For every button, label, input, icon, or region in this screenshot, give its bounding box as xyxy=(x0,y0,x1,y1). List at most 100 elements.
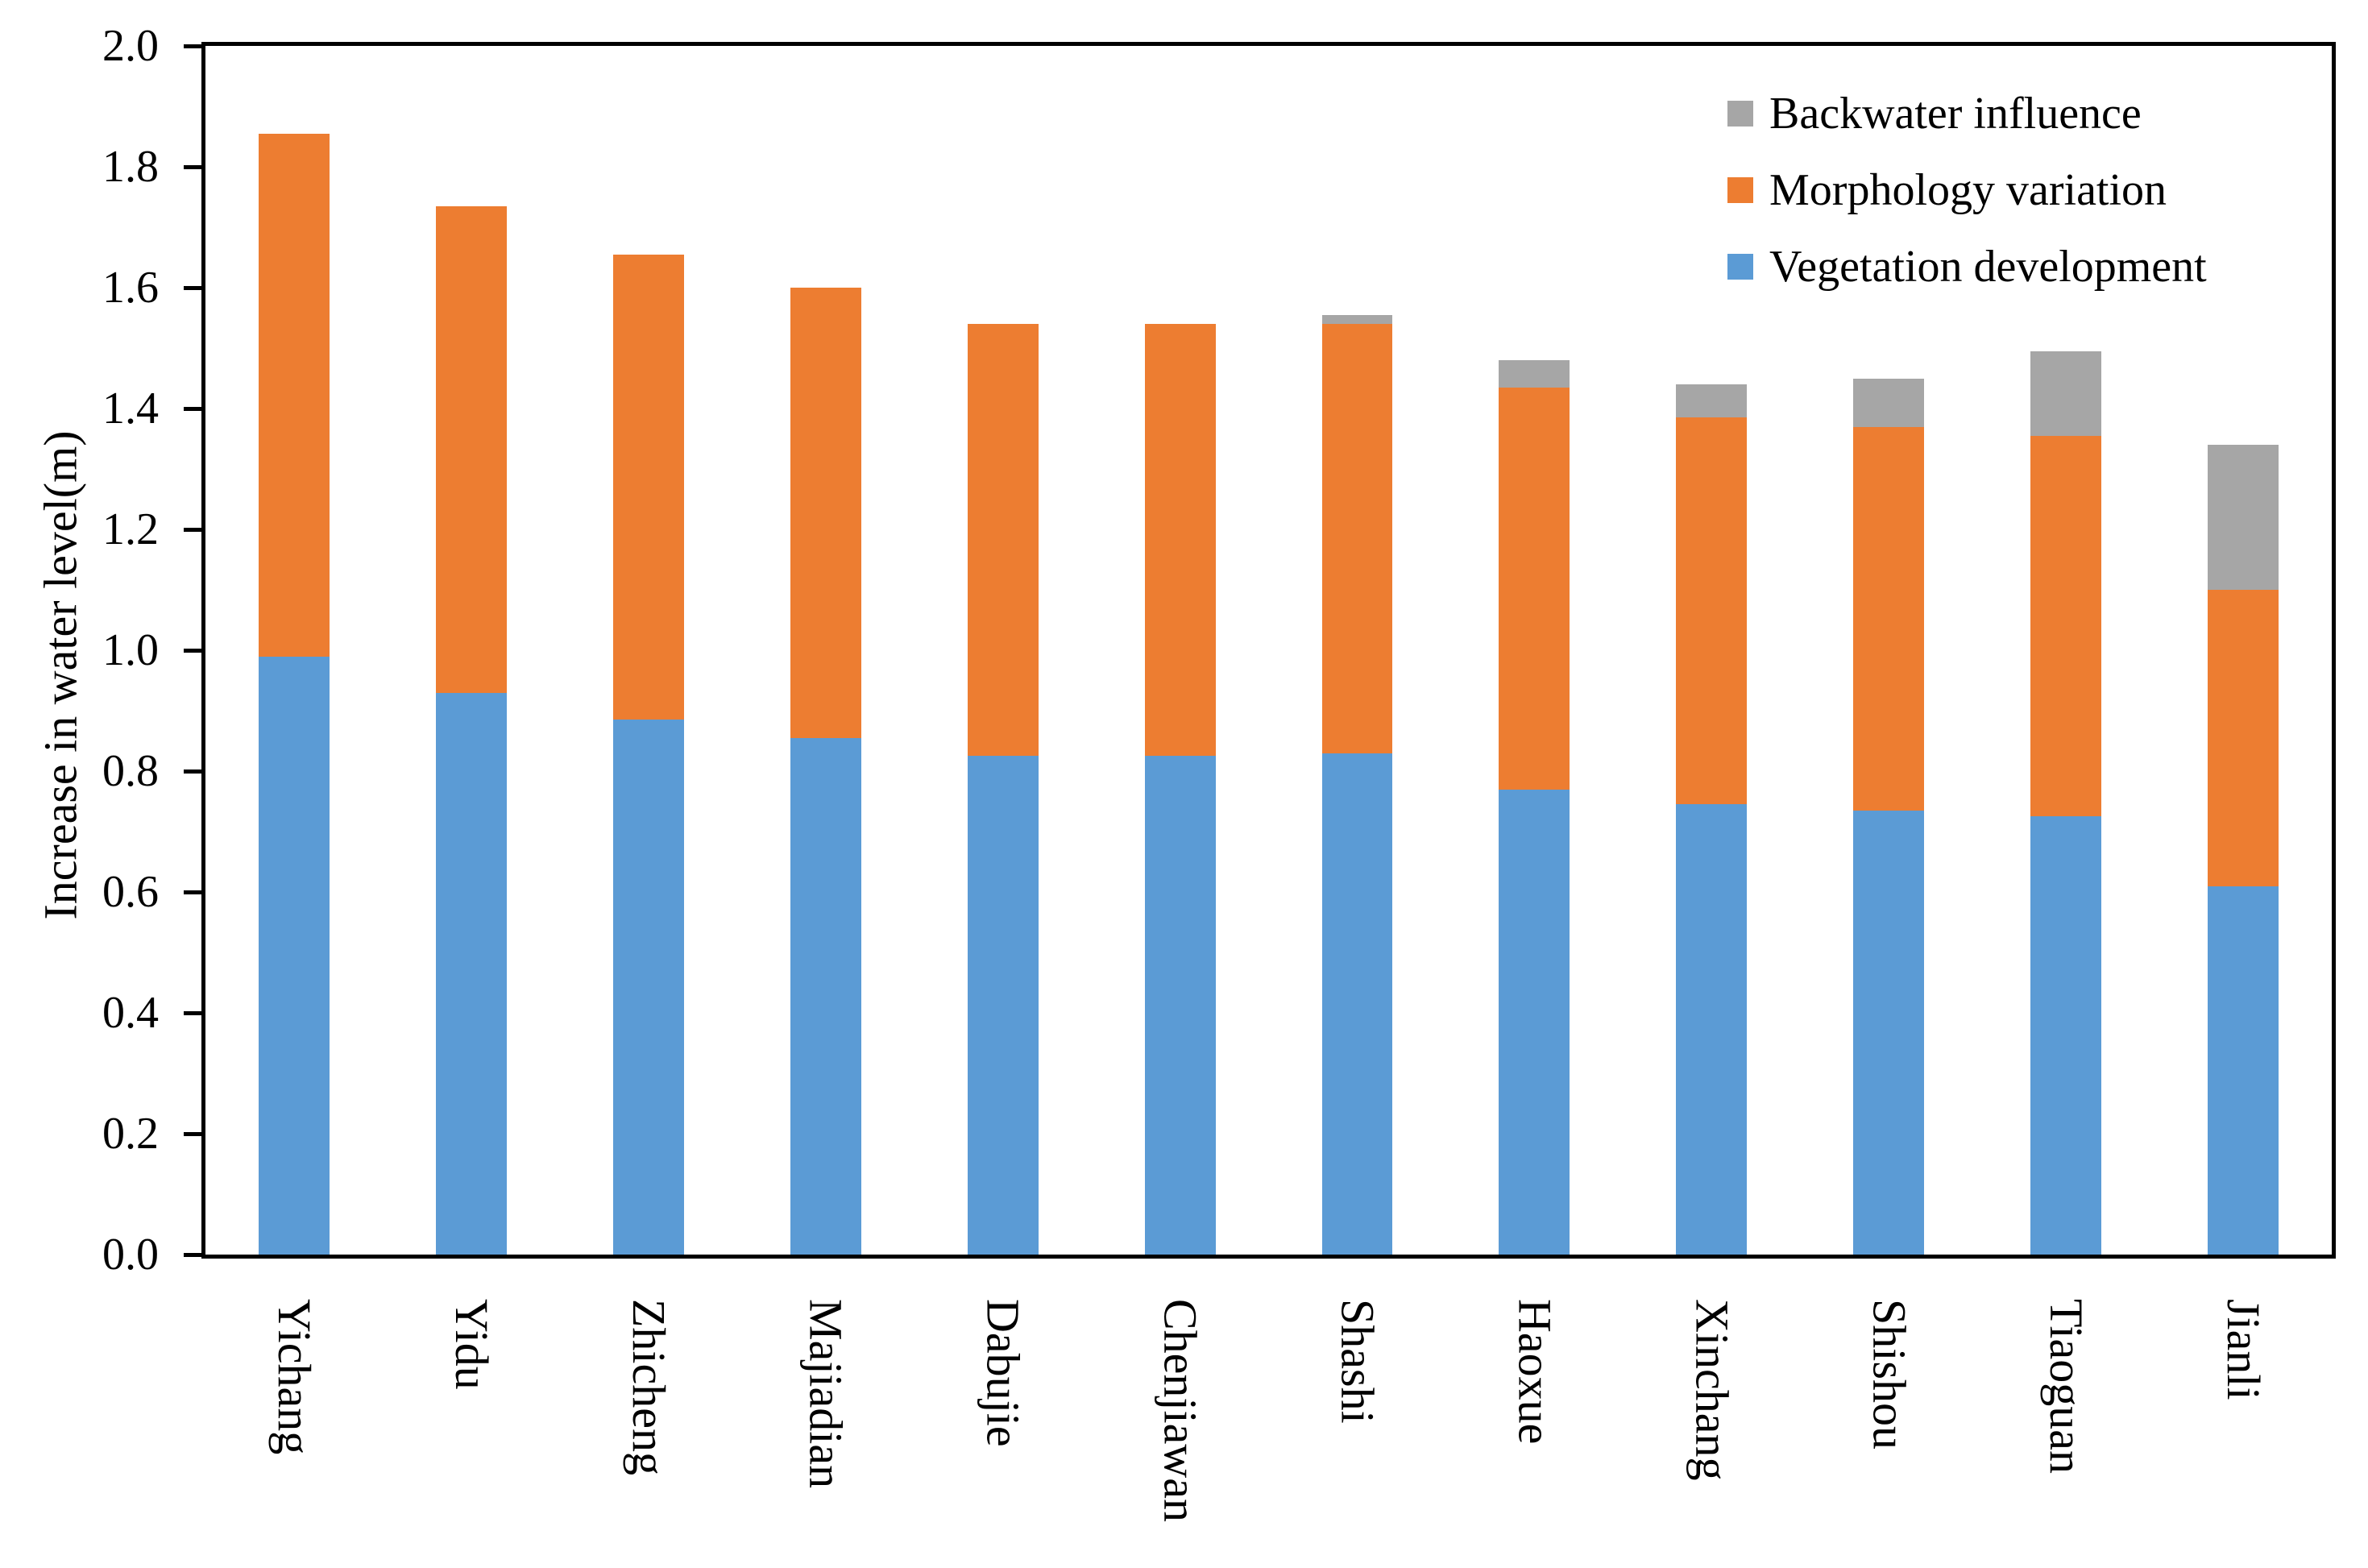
bar-segment xyxy=(790,737,861,1255)
stacked-bar xyxy=(967,46,1039,1255)
bar-group-haoxue xyxy=(1445,46,1623,1255)
x-axis-label-cell: Xinchang xyxy=(1623,1267,1800,1568)
legend: Backwater influence Morphology variation V… xyxy=(1727,75,2207,305)
y-axis-title: Increase in water level(m) xyxy=(34,430,87,920)
bar-segment xyxy=(1853,810,1925,1255)
stacked-bar xyxy=(1853,46,1925,1255)
bar-segment xyxy=(1499,387,1570,790)
x-axis-label-cell: Jianli xyxy=(2154,1267,2332,1568)
bar-segment xyxy=(258,656,330,1255)
y-axis-tick xyxy=(184,1253,201,1257)
bar-group-xinchang xyxy=(1623,46,1800,1255)
bar-segment xyxy=(435,692,507,1255)
legend-swatch-icon xyxy=(1727,253,1753,280)
x-axis-label-cell: Tiaoguan xyxy=(1977,1267,2154,1568)
y-axis-tick-label: 1.0 xyxy=(102,625,159,675)
bar-segment xyxy=(2030,816,2102,1255)
x-axis-label-cell: Chenjiawan xyxy=(1092,1267,1269,1568)
stacked-bar xyxy=(1321,46,1393,1255)
x-axis-label: Tiaoguan xyxy=(2040,1299,2093,1474)
y-axis-tick-label: 1.6 xyxy=(102,263,159,313)
x-axis-label-cell: Yichang xyxy=(205,1267,383,1568)
stacked-bar xyxy=(1676,46,1748,1255)
bar-segment xyxy=(790,288,861,738)
x-axis-label: Chenjiawan xyxy=(1154,1299,1207,1523)
x-axis-label: Yidu xyxy=(445,1299,498,1390)
x-axis-label: Dabujie xyxy=(977,1299,1030,1447)
x-axis-label: Jianli xyxy=(2217,1299,2271,1400)
bar-segment xyxy=(612,254,684,720)
x-axis-label-cell: Shishou xyxy=(1800,1267,1977,1568)
y-axis-tick-label: 1.8 xyxy=(102,142,159,192)
x-axis-labels: Yichang Yidu Zhicheng Majiadian Dabujie Chenj… xyxy=(205,1267,2332,1568)
stacked-bar xyxy=(790,46,861,1255)
bar-segment xyxy=(967,756,1039,1255)
bar-group-tiaoguan xyxy=(1977,46,2154,1255)
bar-segment xyxy=(258,133,330,657)
stacked-bar xyxy=(435,46,507,1255)
stacked-bar xyxy=(2208,46,2279,1255)
y-axis-tick-label: 1.4 xyxy=(102,384,159,433)
y-axis-tick xyxy=(184,407,201,411)
y-axis-tick xyxy=(184,1011,201,1015)
y-axis-tick xyxy=(184,44,201,48)
bar-group-yidu xyxy=(383,46,560,1255)
x-axis-label-cell: Haoxue xyxy=(1445,1267,1623,1568)
legend-label: Backwater influence xyxy=(1769,88,2142,139)
x-axis-label: Shashi xyxy=(1331,1299,1384,1424)
y-axis-tick-label: 0.6 xyxy=(102,867,159,917)
y-axis-tick-label: 2.0 xyxy=(102,21,159,71)
bar-segment xyxy=(1676,417,1748,805)
stacked-bar xyxy=(1499,46,1570,1255)
bar-segment xyxy=(2030,351,2102,436)
bar-segment xyxy=(435,205,507,693)
y-axis-tick-label: 0.4 xyxy=(102,988,159,1038)
stacked-bar xyxy=(258,46,330,1255)
x-axis-label: Majiadian xyxy=(799,1299,852,1489)
bars-layer xyxy=(205,46,2332,1255)
y-axis-tick xyxy=(184,528,201,532)
bar-segment xyxy=(1499,789,1570,1255)
legend-item: Backwater influence xyxy=(1727,75,2207,151)
x-axis-label: Shishou xyxy=(1863,1299,1916,1450)
stacked-bar xyxy=(1144,46,1216,1255)
bar-group-majiadian xyxy=(737,46,914,1255)
bar-segment xyxy=(1321,314,1393,324)
x-axis-label-cell: Shashi xyxy=(1269,1267,1446,1568)
bar-group-shashi xyxy=(1269,46,1446,1255)
y-axis-tick xyxy=(184,890,201,894)
x-axis-label: Zhicheng xyxy=(622,1299,675,1476)
bar-group-yichang xyxy=(205,46,383,1255)
bar-segment xyxy=(1499,360,1570,388)
bar-segment xyxy=(2208,590,2279,886)
x-axis-label: Xinchang xyxy=(1686,1299,1739,1481)
x-axis-label: Yichang xyxy=(267,1299,321,1455)
y-axis-tick-label: 0.8 xyxy=(102,746,159,796)
y-axis-tick xyxy=(184,769,201,774)
y-axis-tick xyxy=(184,165,201,169)
x-axis-label: Haoxue xyxy=(1508,1299,1561,1445)
legend-label: Vegetation development xyxy=(1769,241,2207,292)
legend-item: Vegetation development xyxy=(1727,228,2207,305)
bar-segment xyxy=(2208,886,2279,1255)
x-axis-label-cell: Majiadian xyxy=(737,1267,914,1568)
bar-group-zhicheng xyxy=(560,46,737,1255)
bar-segment xyxy=(1144,324,1216,757)
y-axis-tick-label: 0.0 xyxy=(102,1230,159,1280)
bar-segment xyxy=(2208,445,2279,590)
x-axis-label-cell: Yidu xyxy=(383,1267,560,1568)
bar-segment xyxy=(1853,378,1925,427)
y-axis-tick xyxy=(184,1132,201,1136)
bar-group-jianli xyxy=(2154,46,2332,1255)
y-axis-tick xyxy=(184,649,201,653)
bar-group-chenjiawan xyxy=(1092,46,1269,1255)
y-axis-tick xyxy=(184,286,201,290)
bar-segment xyxy=(1853,426,1925,811)
legend-swatch-icon xyxy=(1727,176,1753,203)
bar-segment xyxy=(1321,753,1393,1255)
stacked-bar xyxy=(2030,46,2102,1255)
x-axis-label-cell: Zhicheng xyxy=(560,1267,737,1568)
bar-segment xyxy=(967,324,1039,757)
bar-segment xyxy=(1321,324,1393,753)
legend-label: Morphology variation xyxy=(1769,164,2167,215)
